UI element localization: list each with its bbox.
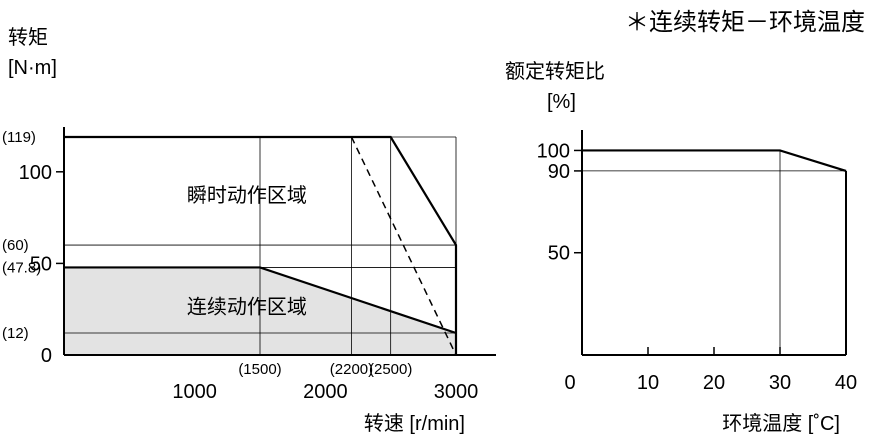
figure-subtitle: ＊连续转矩－环境温度 bbox=[625, 9, 865, 36]
x-tick-label: 2000 bbox=[303, 381, 348, 403]
y-tick-label: 100 bbox=[19, 162, 52, 184]
torque-speed-chart: 0 50 100 (119) (60) (47.8) (12) 1000 2000 3000 (15… bbox=[2, 26, 496, 435]
x-tick-label: 1000 bbox=[172, 381, 217, 403]
x-tick-label: 0 bbox=[564, 372, 575, 394]
x-ref-label: (2200) bbox=[330, 361, 373, 378]
rated-torque-ratio-line bbox=[582, 149, 847, 172]
x-ref-label: (1500) bbox=[238, 361, 281, 378]
y-tick-label: 100 bbox=[537, 140, 570, 162]
x-tick-label: 30 bbox=[769, 372, 791, 394]
x-axis-title: 转速 [r/min] bbox=[364, 412, 465, 435]
x-tick-label: 20 bbox=[703, 372, 725, 394]
continuous-boundary-line bbox=[64, 266, 457, 335]
region-label-continuous: 连续动作区域 bbox=[187, 296, 307, 319]
y-axis-title-line: 转矩 bbox=[8, 26, 48, 49]
y-ref-label: (119) bbox=[2, 129, 36, 146]
y-ref-label: (47.8) bbox=[2, 259, 41, 276]
x-ref-label: (2500) bbox=[369, 361, 412, 378]
y-tick-label: 50 bbox=[548, 243, 570, 265]
y-tick-label: 50 bbox=[30, 253, 52, 275]
y-tick-label: 90 bbox=[548, 161, 570, 183]
x-tick-label: 40 bbox=[835, 372, 857, 394]
dashed-limit-line bbox=[350, 136, 457, 356]
y-axis-title-line: [%] bbox=[547, 91, 576, 113]
y-axis-title-line: [N·m] bbox=[8, 57, 57, 79]
y-ref-label: (60) bbox=[2, 237, 29, 254]
x-axis-title: 环境温度 [˚C] bbox=[722, 412, 840, 435]
y-tick-label: 0 bbox=[41, 345, 52, 367]
instantaneous-boundary-line bbox=[64, 135, 458, 355]
y-axis-title-line: 额定转矩比 bbox=[505, 60, 605, 83]
x-tick-label: 10 bbox=[637, 372, 659, 394]
y-ref-label: (12) bbox=[2, 325, 29, 342]
region-label-instantaneous: 瞬时动作区域 bbox=[187, 184, 307, 207]
x-tick-label: 3000 bbox=[434, 381, 479, 403]
